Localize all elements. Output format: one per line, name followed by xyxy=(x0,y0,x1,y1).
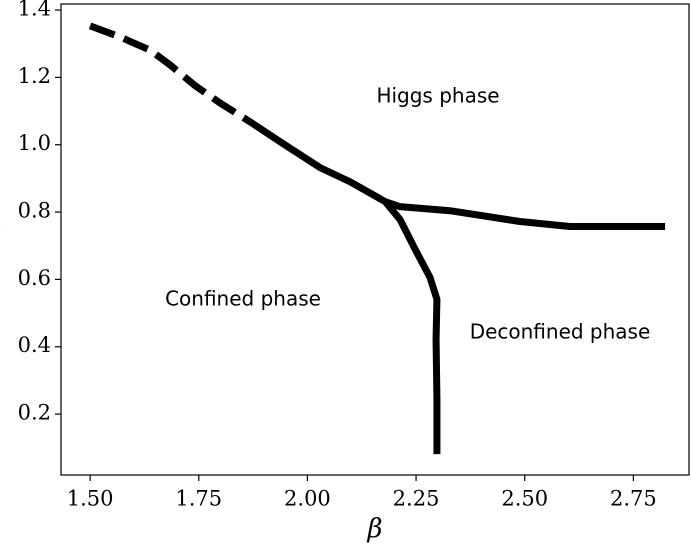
x-tick-label: 2.00 xyxy=(284,487,331,511)
phase-boundary xyxy=(248,118,387,205)
y-axis-label: κ xyxy=(0,222,1,252)
y-tick-label: 0.2 xyxy=(18,401,51,425)
phase-label: Deconfined phase xyxy=(470,320,651,344)
phase-boundary xyxy=(88,22,252,125)
x-tick-label: 2.50 xyxy=(501,487,548,511)
x-tick-label: 2.25 xyxy=(393,487,440,511)
y-tick-label: 0.6 xyxy=(18,266,51,290)
x-axis-label: β xyxy=(366,514,382,544)
y-tick-label: 1.2 xyxy=(18,64,51,88)
plot-frame xyxy=(60,3,690,476)
x-tick-label: 1.50 xyxy=(67,487,114,511)
y-tick-label: 1.4 xyxy=(18,0,51,21)
x-tick-label: 1.75 xyxy=(175,487,222,511)
phase-boundary xyxy=(384,198,666,231)
phase-boundary xyxy=(382,199,441,455)
y-tick-label: 0.4 xyxy=(18,333,51,357)
y-tick-label: 0.8 xyxy=(18,199,51,223)
phase-label: Higgs phase xyxy=(376,84,499,108)
phase-label: Confined phase xyxy=(165,287,321,311)
y-tick-label: 1.0 xyxy=(18,131,51,155)
x-tick-label: 2.75 xyxy=(610,487,657,511)
